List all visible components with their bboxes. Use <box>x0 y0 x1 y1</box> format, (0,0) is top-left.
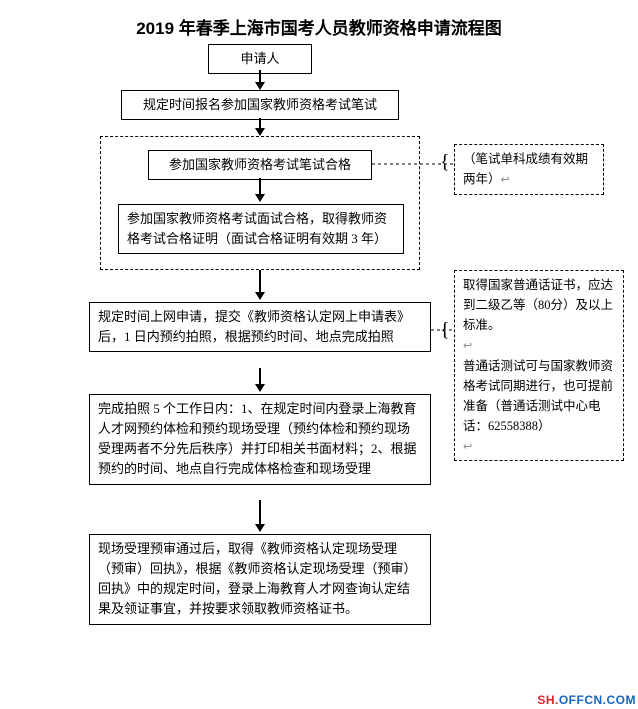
node-label: 规定时间报名参加国家教师资格考试笔试 <box>143 97 377 112</box>
page-title: 2019 年春季上海市国考人员教师资格申请流程图 <box>0 0 638 49</box>
node-online-apply: 规定时间上网申请，提交《教师资格认定网上申请表》后，1 日内预约拍照，根据预约时… <box>89 302 431 352</box>
brace-icon: { <box>440 320 450 340</box>
annotation-text: 取得国家普通话证书，应达到二级乙等（80分）及以上标准。 <box>463 275 615 335</box>
watermark-part: .COM <box>603 693 636 707</box>
watermark-part: SH <box>537 693 555 707</box>
return-icon: ↩ <box>501 174 510 186</box>
watermark: SH.OFFCN.COM <box>537 693 636 707</box>
arrow-head-icon <box>255 194 265 202</box>
node-label: 规定时间上网申请，提交《教师资格认定网上申请表》后，1 日内预约拍照，根据预约时… <box>98 309 410 344</box>
arrow <box>259 500 261 526</box>
node-label: 完成拍照 5 个工作日内：1、在规定时间内登录上海教育人才网预约体检和预约现场受… <box>98 401 417 476</box>
watermark-part: OFFCN <box>559 693 603 707</box>
return-icon: ↩ <box>463 441 472 453</box>
node-label: 参加国家教师资格考试面试合格，取得教师资格考试合格证明（面试合格证明有效期 3 … <box>127 211 387 246</box>
node-written-pass: 参加国家教师资格考试笔试合格 <box>148 150 372 180</box>
annotation-text: （笔试单科成绩有效期两年） <box>463 152 588 186</box>
annotation-written-validity: （笔试单科成绩有效期两年）↩ <box>454 144 604 195</box>
node-label: 现场受理预审通过后，取得《教师资格认定现场受理（预审）回执》，根据《教师资格认定… <box>98 541 417 616</box>
node-register-written: 规定时间报名参加国家教师资格考试笔试 <box>121 90 399 120</box>
node-onsite-result: 现场受理预审通过后，取得《教师资格认定现场受理（预审）回执》，根据《教师资格认定… <box>89 534 431 625</box>
node-interview-pass: 参加国家教师资格考试面试合格，取得教师资格考试合格证明（面试合格证明有效期 3 … <box>118 204 404 254</box>
arrow-head-icon <box>255 292 265 300</box>
node-label: 参加国家教师资格考试笔试合格 <box>169 157 351 172</box>
arrow-head-icon <box>255 128 265 136</box>
annotation-putonghua: 取得国家普通话证书，应达到二级乙等（80分）及以上标准。 ↩ 普通话测试可与国家教… <box>454 270 624 461</box>
brace-icon: { <box>440 152 450 172</box>
arrow <box>259 270 261 294</box>
arrow-head-icon <box>255 82 265 90</box>
node-after-photo: 完成拍照 5 个工作日内：1、在规定时间内登录上海教育人才网预约体检和预约现场受… <box>89 394 431 485</box>
annotation-text: 普通话测试可与国家教师资格考试同期进行，也可提前准备（普通话测试中心电话：625… <box>463 356 615 436</box>
arrow-head-icon <box>255 524 265 532</box>
return-icon: ↩ <box>463 340 472 352</box>
arrow-head-icon <box>255 384 265 392</box>
node-label: 申请人 <box>240 51 279 66</box>
